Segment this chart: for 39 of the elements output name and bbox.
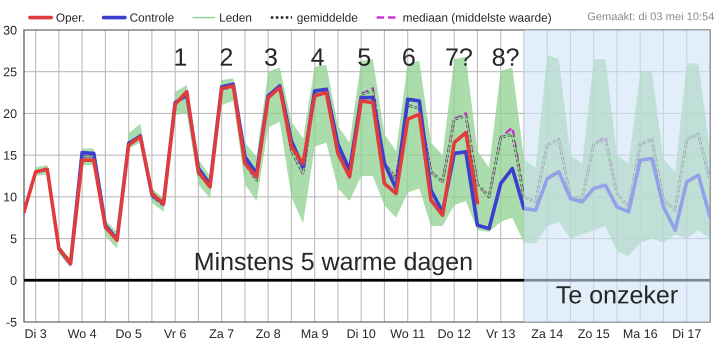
legend-label: Oper. <box>56 13 84 24</box>
y-tick-label: -5 <box>6 318 17 327</box>
x-tick-label: Di 10 <box>348 328 376 338</box>
annotation: 3 <box>264 48 277 66</box>
x-tick-label: Vr 6 <box>164 329 186 338</box>
annotation: 1 <box>175 48 186 66</box>
x-tick-label: Ma 16 <box>624 329 658 338</box>
annotation: 8? <box>492 48 519 66</box>
y-tick-label: 30 <box>4 26 17 35</box>
y-tick-label: 20 <box>4 109 17 118</box>
x-tick-label: Do 5 <box>116 329 142 338</box>
annotation: 7? <box>446 48 472 66</box>
x-tick-label: Do 12 <box>438 329 470 338</box>
x-tick-label: Wo 4 <box>68 329 96 338</box>
x-tick-label: Vr 13 <box>486 329 515 338</box>
x-tick-label: Ma 9 <box>302 329 328 338</box>
legend-label: gemiddelde <box>297 13 358 24</box>
annotation: 5 <box>358 48 370 66</box>
legend-label: Controle <box>130 13 174 22</box>
x-tick-label: Za 7 <box>210 329 234 338</box>
band-label: Te onzeker <box>556 285 678 304</box>
y-tick-label: 25 <box>4 68 17 76</box>
y-tick-label: 10 <box>4 192 17 202</box>
text: Gemaakt: di 03 mei 10:54 <box>588 12 714 20</box>
annotation: Minstens 5 warme dagen <box>196 252 472 276</box>
y-tick-label: 0 <box>10 276 17 285</box>
y-tick-label: 15 <box>4 151 17 160</box>
legend-label: mediaan (middelste waarde) <box>403 13 551 24</box>
annotation: 2 <box>220 48 232 66</box>
annotation: 6 <box>403 48 415 66</box>
x-tick-label: Zo 8 <box>256 329 280 338</box>
x-tick-label: Di 17 <box>673 328 701 338</box>
legend-label: Leden <box>220 13 252 22</box>
x-tick-label: Zo 15 <box>578 329 610 338</box>
annotation: 4 <box>311 48 324 66</box>
x-tick-label: Di 3 <box>26 328 46 338</box>
x-tick-label: Wo 11 <box>390 329 425 338</box>
x-tick-label: Za 14 <box>532 329 563 338</box>
y-tick-label: 5 <box>10 234 17 244</box>
